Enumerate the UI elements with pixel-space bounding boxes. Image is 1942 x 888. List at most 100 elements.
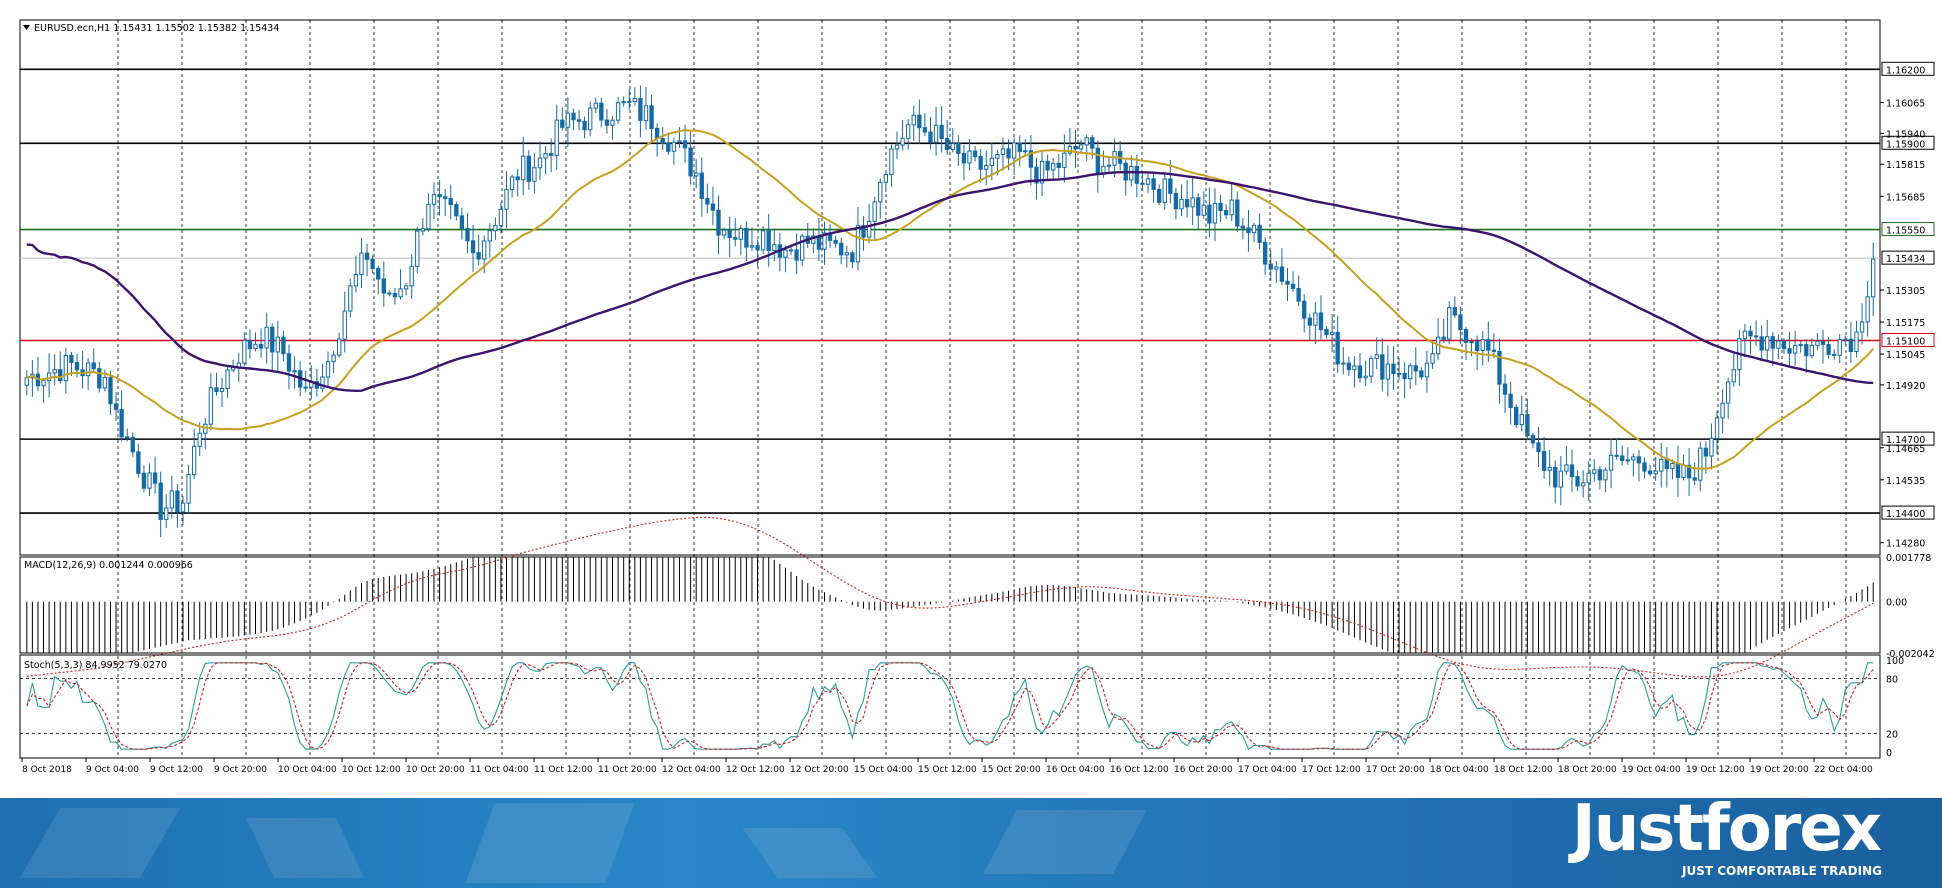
candle-body (794, 249, 799, 261)
stochastic-header: Stoch(5,3,3) 84.9952 79.0270 (24, 660, 167, 671)
candle-body (403, 285, 409, 290)
time-label: 17 Oct 12:00 (1302, 765, 1361, 775)
candle-body (615, 102, 621, 121)
candle-body (1620, 455, 1625, 462)
candle-body (180, 502, 186, 513)
trading-chart: EURUSD.ecn,H1 1.15431 1.15502 1.15382 1.… (19, 19, 1935, 775)
candle-body (571, 112, 576, 121)
candle-body (599, 102, 604, 121)
candle-body (348, 285, 353, 312)
candle-body (1173, 192, 1179, 210)
candle-body (1196, 197, 1201, 216)
candle-body (1011, 142, 1017, 159)
candle-body (1329, 331, 1335, 336)
candle-body (671, 141, 677, 152)
candle-body (1536, 442, 1541, 452)
candle-body (136, 451, 141, 474)
candle-body (303, 386, 308, 389)
candle-body (627, 101, 632, 104)
candle-body (1285, 280, 1290, 285)
candle-body (800, 235, 805, 261)
candle-body (1151, 178, 1156, 190)
candle-body (939, 124, 944, 139)
candle-body (783, 249, 788, 258)
candle-body (258, 343, 264, 349)
candle-body (1028, 150, 1034, 168)
macd-signal-line (26, 516, 1874, 678)
macd-pane-frame (19, 556, 1881, 654)
candle-body (1134, 165, 1140, 184)
candle-body (744, 227, 749, 248)
candle-body (470, 240, 476, 254)
candle-body (342, 310, 347, 340)
candle-body (1452, 307, 1458, 316)
candle-body (364, 252, 370, 260)
time-label: 11 Oct 04:00 (470, 765, 529, 775)
price-tick-label: 1.15045 (1886, 350, 1925, 361)
candle-body (521, 155, 526, 181)
time-label: 12 Oct 04:00 (662, 765, 721, 775)
macd-histogram (26, 557, 1874, 653)
candle-body (1703, 447, 1709, 457)
candle-body (554, 119, 559, 156)
candle-body (1084, 137, 1089, 146)
candle-body (1686, 464, 1692, 479)
level-label: 1.16200 (1886, 65, 1925, 76)
price-tick-label: 1.15815 (1886, 160, 1925, 171)
level-label: 1.15100 (1886, 337, 1925, 348)
candle-body (359, 252, 364, 276)
brand-logo: Justforex (1571, 792, 1882, 866)
candle-body (1653, 470, 1658, 475)
candle-body (978, 156, 983, 170)
candle-body (688, 147, 693, 177)
candle-body (1765, 336, 1770, 351)
candle-body (1597, 469, 1603, 481)
candle-body (119, 408, 124, 438)
horizontal-levels (20, 68, 1880, 514)
candle-body (113, 403, 119, 410)
time-label: 19 Oct 04:00 (1622, 765, 1681, 775)
collapse-triangle-icon[interactable] (23, 25, 30, 30)
stochastic-tick-label: 100 (1886, 656, 1904, 667)
candle-body (945, 137, 950, 150)
candle-body (392, 293, 398, 298)
candle-body (1692, 477, 1697, 481)
level-tag (1881, 505, 1935, 520)
price-pane-frame (19, 19, 1881, 556)
candle-body (1140, 182, 1145, 185)
candle-body (1714, 417, 1720, 439)
candle-body (1112, 151, 1117, 166)
candle-body (537, 157, 543, 169)
candle-body (1831, 353, 1837, 356)
time-label: 9 Oct 20:00 (214, 765, 267, 775)
time-label: 10 Oct 20:00 (406, 765, 465, 775)
candle-body (1558, 470, 1563, 488)
candle-body (1145, 178, 1151, 185)
candle-body (1246, 227, 1251, 234)
candle-body (1190, 197, 1195, 208)
candle-body (1798, 344, 1803, 347)
candle-body (175, 490, 180, 513)
candle-body (398, 288, 403, 298)
candle-body (1090, 137, 1095, 149)
candle-body (63, 354, 69, 382)
candle-body (1346, 362, 1352, 371)
candle-body (1776, 340, 1781, 349)
candle-body (950, 143, 955, 150)
candle-body (1257, 224, 1262, 243)
price-tick-label: 1.14920 (1886, 381, 1925, 392)
candle-body (1865, 296, 1870, 323)
candle-body (1843, 338, 1848, 341)
time-label: 12 Oct 12:00 (726, 765, 785, 775)
candle-body (961, 152, 967, 164)
time-label: 18 Oct 12:00 (1494, 765, 1553, 775)
time-label: 9 Oct 04:00 (86, 765, 139, 775)
price-tick-label: 1.14280 (1886, 539, 1925, 550)
candle-body (320, 376, 325, 389)
candle-body (448, 197, 453, 206)
candle-body (855, 225, 861, 263)
candle-body (454, 204, 459, 217)
candle-body (286, 353, 292, 372)
time-label: 16 Oct 12:00 (1110, 765, 1169, 775)
candle-body (158, 482, 163, 520)
